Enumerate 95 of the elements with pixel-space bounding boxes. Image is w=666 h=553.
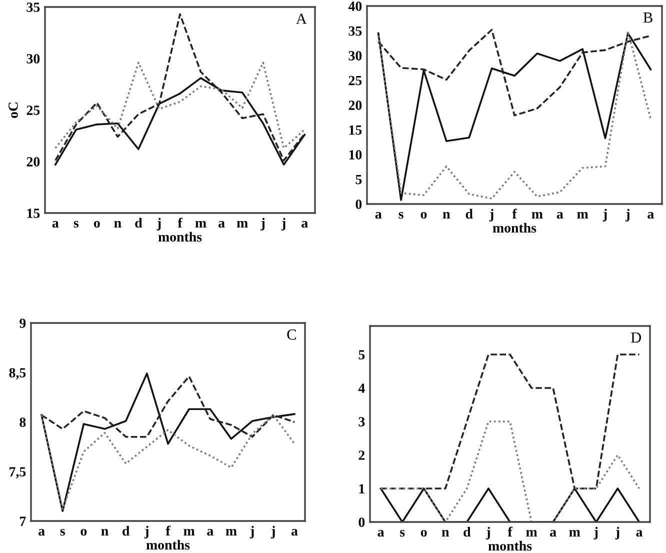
x-tick-label: n xyxy=(114,220,122,228)
x-tick-label: o xyxy=(80,528,87,536)
y-tick-label: 20 xyxy=(348,100,362,110)
x-tick-label: j xyxy=(615,526,620,540)
x-tick-label: m xyxy=(526,530,538,536)
x-tick-label: s xyxy=(60,528,65,536)
y-tick-label: 0 xyxy=(358,518,365,527)
y-tick-label: 5 xyxy=(358,350,365,360)
x-tick-label: m xyxy=(236,220,248,228)
x-tick-label: s xyxy=(398,212,404,219)
y-axis-title: oC xyxy=(8,102,18,118)
y-tick-label: 15 xyxy=(349,125,362,135)
x-tick-label: d xyxy=(135,218,142,228)
y-tick-label: 8,5 xyxy=(9,368,26,380)
y-tick-label: 20 xyxy=(26,157,40,166)
x-tick-label: j xyxy=(594,526,598,540)
line-series xyxy=(377,28,652,116)
x-tick-label: j xyxy=(156,218,161,230)
x-tick-label: d xyxy=(464,526,471,537)
x-tick-label: n xyxy=(101,528,108,536)
x-tick-label: j xyxy=(270,526,275,538)
y-tick-label: 7 xyxy=(20,516,26,526)
y-tick-label: 35 xyxy=(348,26,362,36)
annotation: C xyxy=(287,329,296,340)
x-tick-label: j xyxy=(144,526,148,538)
x-tick-label: a xyxy=(302,220,308,228)
x-tick-label: j xyxy=(626,208,630,222)
y-tick-label: 5 xyxy=(356,174,362,184)
x-tick-label: j xyxy=(250,526,254,538)
annotation: A xyxy=(296,14,307,24)
line-series xyxy=(40,376,296,438)
x-tick-label: a xyxy=(648,212,654,219)
x-tick-label: a xyxy=(291,528,298,536)
x-tick-label: m xyxy=(184,528,195,536)
line-series xyxy=(54,77,306,166)
line-series xyxy=(54,62,306,150)
x-axis-title: months xyxy=(146,540,190,550)
y-tick-label: 9 xyxy=(20,318,26,328)
x-tick-label: n xyxy=(442,212,450,218)
x-tick-label: m xyxy=(532,212,543,218)
x-tick-label: a xyxy=(38,528,45,536)
x-tick-label: m xyxy=(195,220,206,228)
x-axis-title: months xyxy=(488,540,532,551)
x-tick-label: o xyxy=(94,220,100,228)
x-tick-label: d xyxy=(466,208,473,219)
line-series xyxy=(54,13,306,162)
y-tick-label: 40 xyxy=(348,2,362,11)
annotation: D xyxy=(631,332,641,343)
y-tick-label: 8 xyxy=(20,418,26,427)
y-tick-label: 2 xyxy=(358,450,365,460)
y-tick-label: 25 xyxy=(348,76,362,86)
y-tick-label: 25 xyxy=(26,106,40,115)
x-tick-label: f xyxy=(512,208,517,218)
x-tick-label: o xyxy=(420,530,427,537)
y-tick-label: 4 xyxy=(358,384,365,393)
x-tick-label: a xyxy=(207,528,214,536)
y-tick-label: 10 xyxy=(349,150,362,160)
x-tick-label: m xyxy=(577,212,588,218)
x-tick-label: a xyxy=(375,212,382,219)
y-tick-label: 15 xyxy=(27,208,40,218)
y-tick-label: 30 xyxy=(348,51,362,60)
x-axis-title: months xyxy=(158,232,202,242)
x-tick-label: s xyxy=(400,530,405,537)
y-tick-label: 30 xyxy=(26,54,40,64)
x-tick-label: j xyxy=(602,208,607,222)
x-tick-label: m xyxy=(226,528,237,536)
x-tick-label: a xyxy=(52,220,59,228)
x-tick-label: a xyxy=(636,530,642,537)
x-tick-label: s xyxy=(74,220,79,228)
line-series xyxy=(380,354,640,490)
line-series xyxy=(380,420,640,522)
x-tick-label: j xyxy=(281,218,286,230)
annotation: B xyxy=(643,12,652,23)
x-tick-label: a xyxy=(550,530,556,537)
x-tick-label: a xyxy=(218,220,225,228)
y-tick-label: 3 xyxy=(358,417,365,426)
y-tick-label: 1 xyxy=(359,484,364,494)
x-tick-label: f xyxy=(508,526,512,536)
y-tick-label: 35 xyxy=(26,2,40,12)
x-tick-label: f xyxy=(178,218,182,228)
y-tick-label: 0 xyxy=(356,200,362,209)
x-tick-label: m xyxy=(569,530,580,536)
y-tick-label: 7,5 xyxy=(10,467,26,478)
x-tick-label: a xyxy=(556,212,564,219)
x-axis-title: months xyxy=(492,222,536,233)
x-tick-label: j xyxy=(260,218,265,230)
x-tick-label: f xyxy=(166,526,170,536)
x-tick-label: j xyxy=(486,526,490,540)
x-tick-label: j xyxy=(489,208,494,222)
line-series xyxy=(40,414,296,510)
x-tick-label: a xyxy=(378,530,384,537)
x-tick-label: o xyxy=(420,212,427,219)
x-tick-label: n xyxy=(442,530,450,536)
x-tick-label: d xyxy=(122,526,130,536)
line-series xyxy=(40,372,296,512)
